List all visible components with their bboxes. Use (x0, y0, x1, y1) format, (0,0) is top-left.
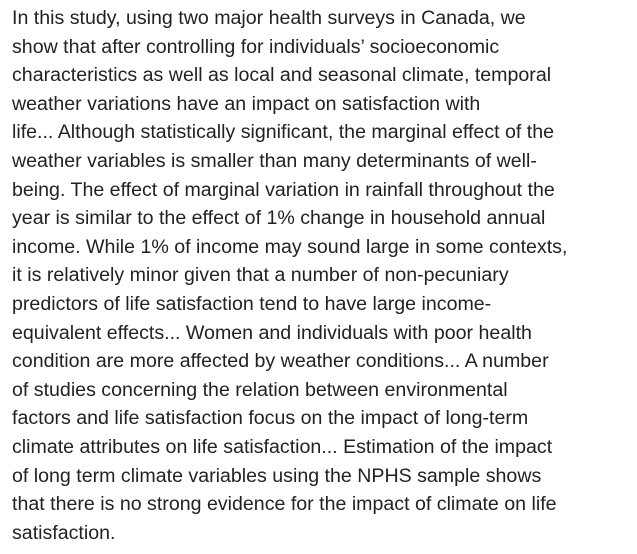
passage-line: of studies concerning the relation betwe… (12, 378, 508, 401)
quoted-passage: In this study, using two major health su… (12, 4, 634, 547)
passage-line: being. The effect of marginal variation … (12, 178, 555, 201)
passage-line: climate attributes on life satisfaction.… (12, 435, 553, 458)
passage-line: In this study, using two major health su… (12, 7, 526, 29)
passage-line: that there is no strong evidence for the… (12, 493, 557, 516)
passage-line: life... Although statistically significa… (12, 121, 555, 144)
passage-line: of long term climate variables using the… (12, 464, 542, 487)
passage-line: equivalent effects... Women and individu… (12, 321, 532, 344)
passage-line: factors and life satisfaction focus on t… (12, 407, 529, 430)
passage-line: weather variables is smaller than many d… (12, 149, 537, 172)
passage-line: satisfaction. (12, 521, 116, 544)
passage-line: show that after controlling for individu… (12, 35, 500, 58)
passage-line: condition are more affected by weather c… (12, 350, 549, 373)
passage-line: year is similar to the effect of 1% chan… (12, 207, 546, 230)
passage-line: weather variations have an impact on sat… (12, 92, 481, 115)
passage-line: it is relatively minor given that a numb… (12, 264, 509, 287)
passage-line: characteristics as well as local and sea… (12, 64, 552, 87)
passage-line: predictors of life satisfaction tend to … (12, 292, 492, 315)
passage-line: income. While 1% of income may sound lar… (12, 235, 568, 258)
